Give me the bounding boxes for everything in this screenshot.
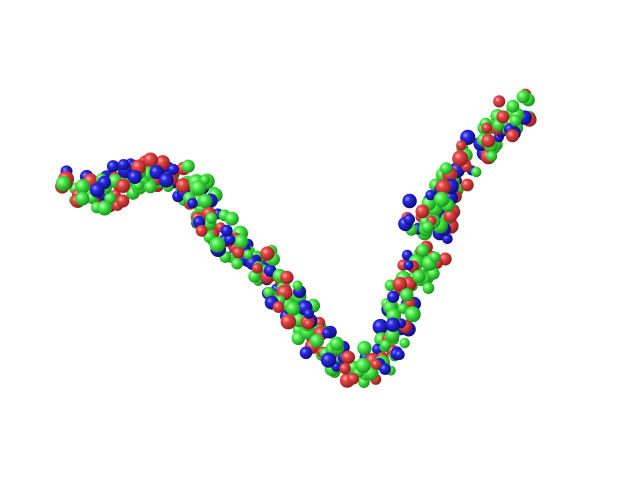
atom xyxy=(285,301,301,316)
atom xyxy=(190,180,207,196)
atom xyxy=(175,178,191,193)
atom xyxy=(380,339,392,351)
atom xyxy=(143,152,158,168)
atom xyxy=(167,163,179,176)
atom xyxy=(403,260,414,271)
atom xyxy=(357,340,372,356)
atom xyxy=(127,170,142,184)
atom xyxy=(392,276,408,292)
atom xyxy=(355,357,371,374)
atom xyxy=(435,179,452,195)
atom xyxy=(232,246,245,259)
atom xyxy=(299,346,313,360)
atom xyxy=(322,327,333,339)
atom xyxy=(452,150,469,167)
atom xyxy=(116,178,131,193)
atom xyxy=(400,288,414,302)
atom xyxy=(158,172,174,188)
atom xyxy=(149,165,164,180)
atom xyxy=(280,314,296,330)
atom xyxy=(224,211,239,226)
atom xyxy=(55,176,71,192)
atom xyxy=(379,363,391,375)
atom xyxy=(187,197,198,209)
atom xyxy=(303,318,314,330)
atom xyxy=(509,114,522,127)
atom xyxy=(242,249,254,260)
atom xyxy=(403,213,415,226)
atom xyxy=(471,166,482,178)
atom xyxy=(272,301,285,313)
atom xyxy=(341,350,355,364)
atom xyxy=(251,262,263,274)
atom xyxy=(280,270,294,285)
atom xyxy=(372,318,389,335)
atom xyxy=(320,352,337,368)
atom xyxy=(220,224,233,237)
atom xyxy=(496,110,510,124)
atom xyxy=(439,162,453,175)
atom xyxy=(309,333,324,348)
atom xyxy=(339,362,351,375)
atom xyxy=(75,179,90,194)
atom xyxy=(460,178,474,192)
atom xyxy=(106,160,120,173)
atom xyxy=(404,306,421,323)
atom xyxy=(195,224,208,237)
atom xyxy=(415,204,430,219)
atom xyxy=(303,308,314,319)
atom xyxy=(481,122,493,134)
atom xyxy=(412,269,426,284)
atom xyxy=(198,193,213,209)
atom xyxy=(516,90,530,104)
atom xyxy=(205,212,218,224)
atom xyxy=(117,159,130,171)
atom xyxy=(329,336,344,351)
atom xyxy=(144,180,157,194)
atom xyxy=(263,286,275,298)
atom xyxy=(425,189,436,201)
atom xyxy=(224,234,236,245)
atom xyxy=(493,95,506,108)
atom xyxy=(456,140,467,151)
atom xyxy=(292,280,303,291)
atoms xyxy=(55,88,537,388)
atom xyxy=(385,317,401,332)
atom xyxy=(402,193,417,209)
atom xyxy=(422,282,435,294)
atom xyxy=(89,182,105,198)
atom xyxy=(260,246,275,261)
atom xyxy=(387,290,400,303)
atom xyxy=(399,337,410,349)
atom xyxy=(231,257,243,270)
atom xyxy=(181,159,195,173)
atom xyxy=(75,191,90,206)
atom xyxy=(371,359,382,370)
atom xyxy=(233,234,249,249)
atom xyxy=(347,373,360,385)
atom xyxy=(429,251,441,263)
atom xyxy=(116,194,130,208)
atom xyxy=(385,327,400,343)
atom xyxy=(481,133,496,148)
atom xyxy=(416,244,430,257)
atom xyxy=(394,349,405,361)
atom xyxy=(506,99,520,113)
atom xyxy=(505,129,520,143)
atom xyxy=(443,208,458,223)
atom xyxy=(421,221,434,233)
atom xyxy=(97,200,112,216)
atom xyxy=(209,236,226,253)
atom xyxy=(433,191,450,208)
atom xyxy=(486,150,498,162)
